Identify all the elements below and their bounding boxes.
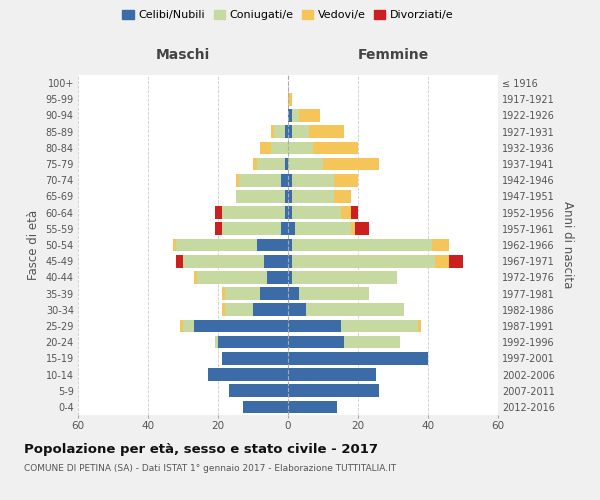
Bar (288, 400, 337, 413)
Bar (176, 255, 183, 268)
Bar (173, 238, 176, 252)
Bar (271, 126, 274, 138)
Bar (284, 126, 288, 138)
Bar (281, 174, 288, 186)
Bar (257, 158, 284, 170)
Bar (295, 222, 351, 235)
Bar (288, 142, 313, 154)
Bar (288, 384, 379, 397)
Bar (284, 206, 288, 219)
Bar (284, 158, 288, 170)
Bar (260, 288, 288, 300)
Bar (334, 190, 351, 202)
Bar (313, 142, 358, 154)
Bar (288, 320, 341, 332)
Bar (292, 238, 431, 252)
Bar (179, 320, 183, 332)
Bar (288, 174, 292, 186)
Bar (242, 400, 288, 413)
Bar (218, 336, 288, 348)
Bar (344, 336, 400, 348)
Bar (309, 126, 344, 138)
Bar (292, 271, 397, 283)
Bar (288, 126, 292, 138)
Bar (288, 158, 323, 170)
Bar (299, 109, 320, 122)
Bar (288, 222, 295, 235)
Bar (235, 174, 239, 186)
Bar (221, 288, 225, 300)
Bar (292, 255, 435, 268)
Bar (253, 304, 288, 316)
Bar (208, 368, 288, 381)
Bar (263, 255, 288, 268)
Bar (435, 255, 449, 268)
Bar (229, 384, 288, 397)
Bar (351, 206, 358, 219)
Legend: Celibi/Nubili, Coniugati/e, Vedovi/e, Divorziati/e: Celibi/Nubili, Coniugati/e, Vedovi/e, Di… (118, 6, 458, 25)
Bar (323, 158, 379, 170)
Bar (292, 190, 334, 202)
Text: Maschi: Maschi (156, 48, 210, 62)
Bar (292, 206, 341, 219)
Bar (197, 271, 267, 283)
Bar (267, 271, 288, 283)
Bar (281, 222, 288, 235)
Bar (215, 222, 221, 235)
Bar (225, 288, 260, 300)
Bar (176, 238, 257, 252)
Bar (341, 320, 418, 332)
Bar (288, 336, 344, 348)
Bar (239, 174, 281, 186)
Bar (341, 206, 351, 219)
Bar (215, 206, 221, 219)
Bar (418, 320, 421, 332)
Bar (221, 352, 288, 364)
Bar (221, 206, 284, 219)
Bar (288, 109, 292, 122)
Bar (292, 109, 299, 122)
Bar (183, 255, 263, 268)
Bar (431, 238, 449, 252)
Bar (221, 222, 281, 235)
Bar (334, 174, 358, 186)
Bar (215, 336, 218, 348)
Bar (193, 320, 288, 332)
Bar (288, 206, 292, 219)
Text: COMUNE DI PETINA (SA) - Dati ISTAT 1° gennaio 2017 - Elaborazione TUTTITALIA.IT: COMUNE DI PETINA (SA) - Dati ISTAT 1° ge… (24, 464, 396, 473)
Bar (288, 271, 292, 283)
Bar (449, 255, 463, 268)
Bar (183, 320, 193, 332)
Bar (257, 238, 288, 252)
Text: Femmine: Femmine (358, 48, 428, 62)
Bar (271, 142, 288, 154)
Bar (288, 368, 376, 381)
Y-axis label: Fasce di età: Fasce di età (27, 210, 40, 280)
Bar (274, 126, 284, 138)
Bar (288, 238, 292, 252)
Bar (299, 288, 368, 300)
Bar (288, 93, 292, 106)
Bar (260, 142, 271, 154)
Bar (288, 255, 292, 268)
Bar (355, 222, 368, 235)
Bar (284, 190, 288, 202)
Bar (292, 174, 334, 186)
Y-axis label: Anni di nascita: Anni di nascita (560, 202, 574, 288)
Bar (292, 126, 309, 138)
Bar (288, 288, 299, 300)
Bar (351, 222, 355, 235)
Bar (221, 304, 225, 316)
Bar (253, 158, 257, 170)
Bar (193, 271, 197, 283)
Bar (305, 304, 404, 316)
Bar (288, 352, 428, 364)
Bar (288, 304, 305, 316)
Bar (288, 190, 292, 202)
Bar (235, 190, 284, 202)
Text: Popolazione per età, sesso e stato civile - 2017: Popolazione per età, sesso e stato civil… (24, 442, 378, 456)
Bar (225, 304, 253, 316)
